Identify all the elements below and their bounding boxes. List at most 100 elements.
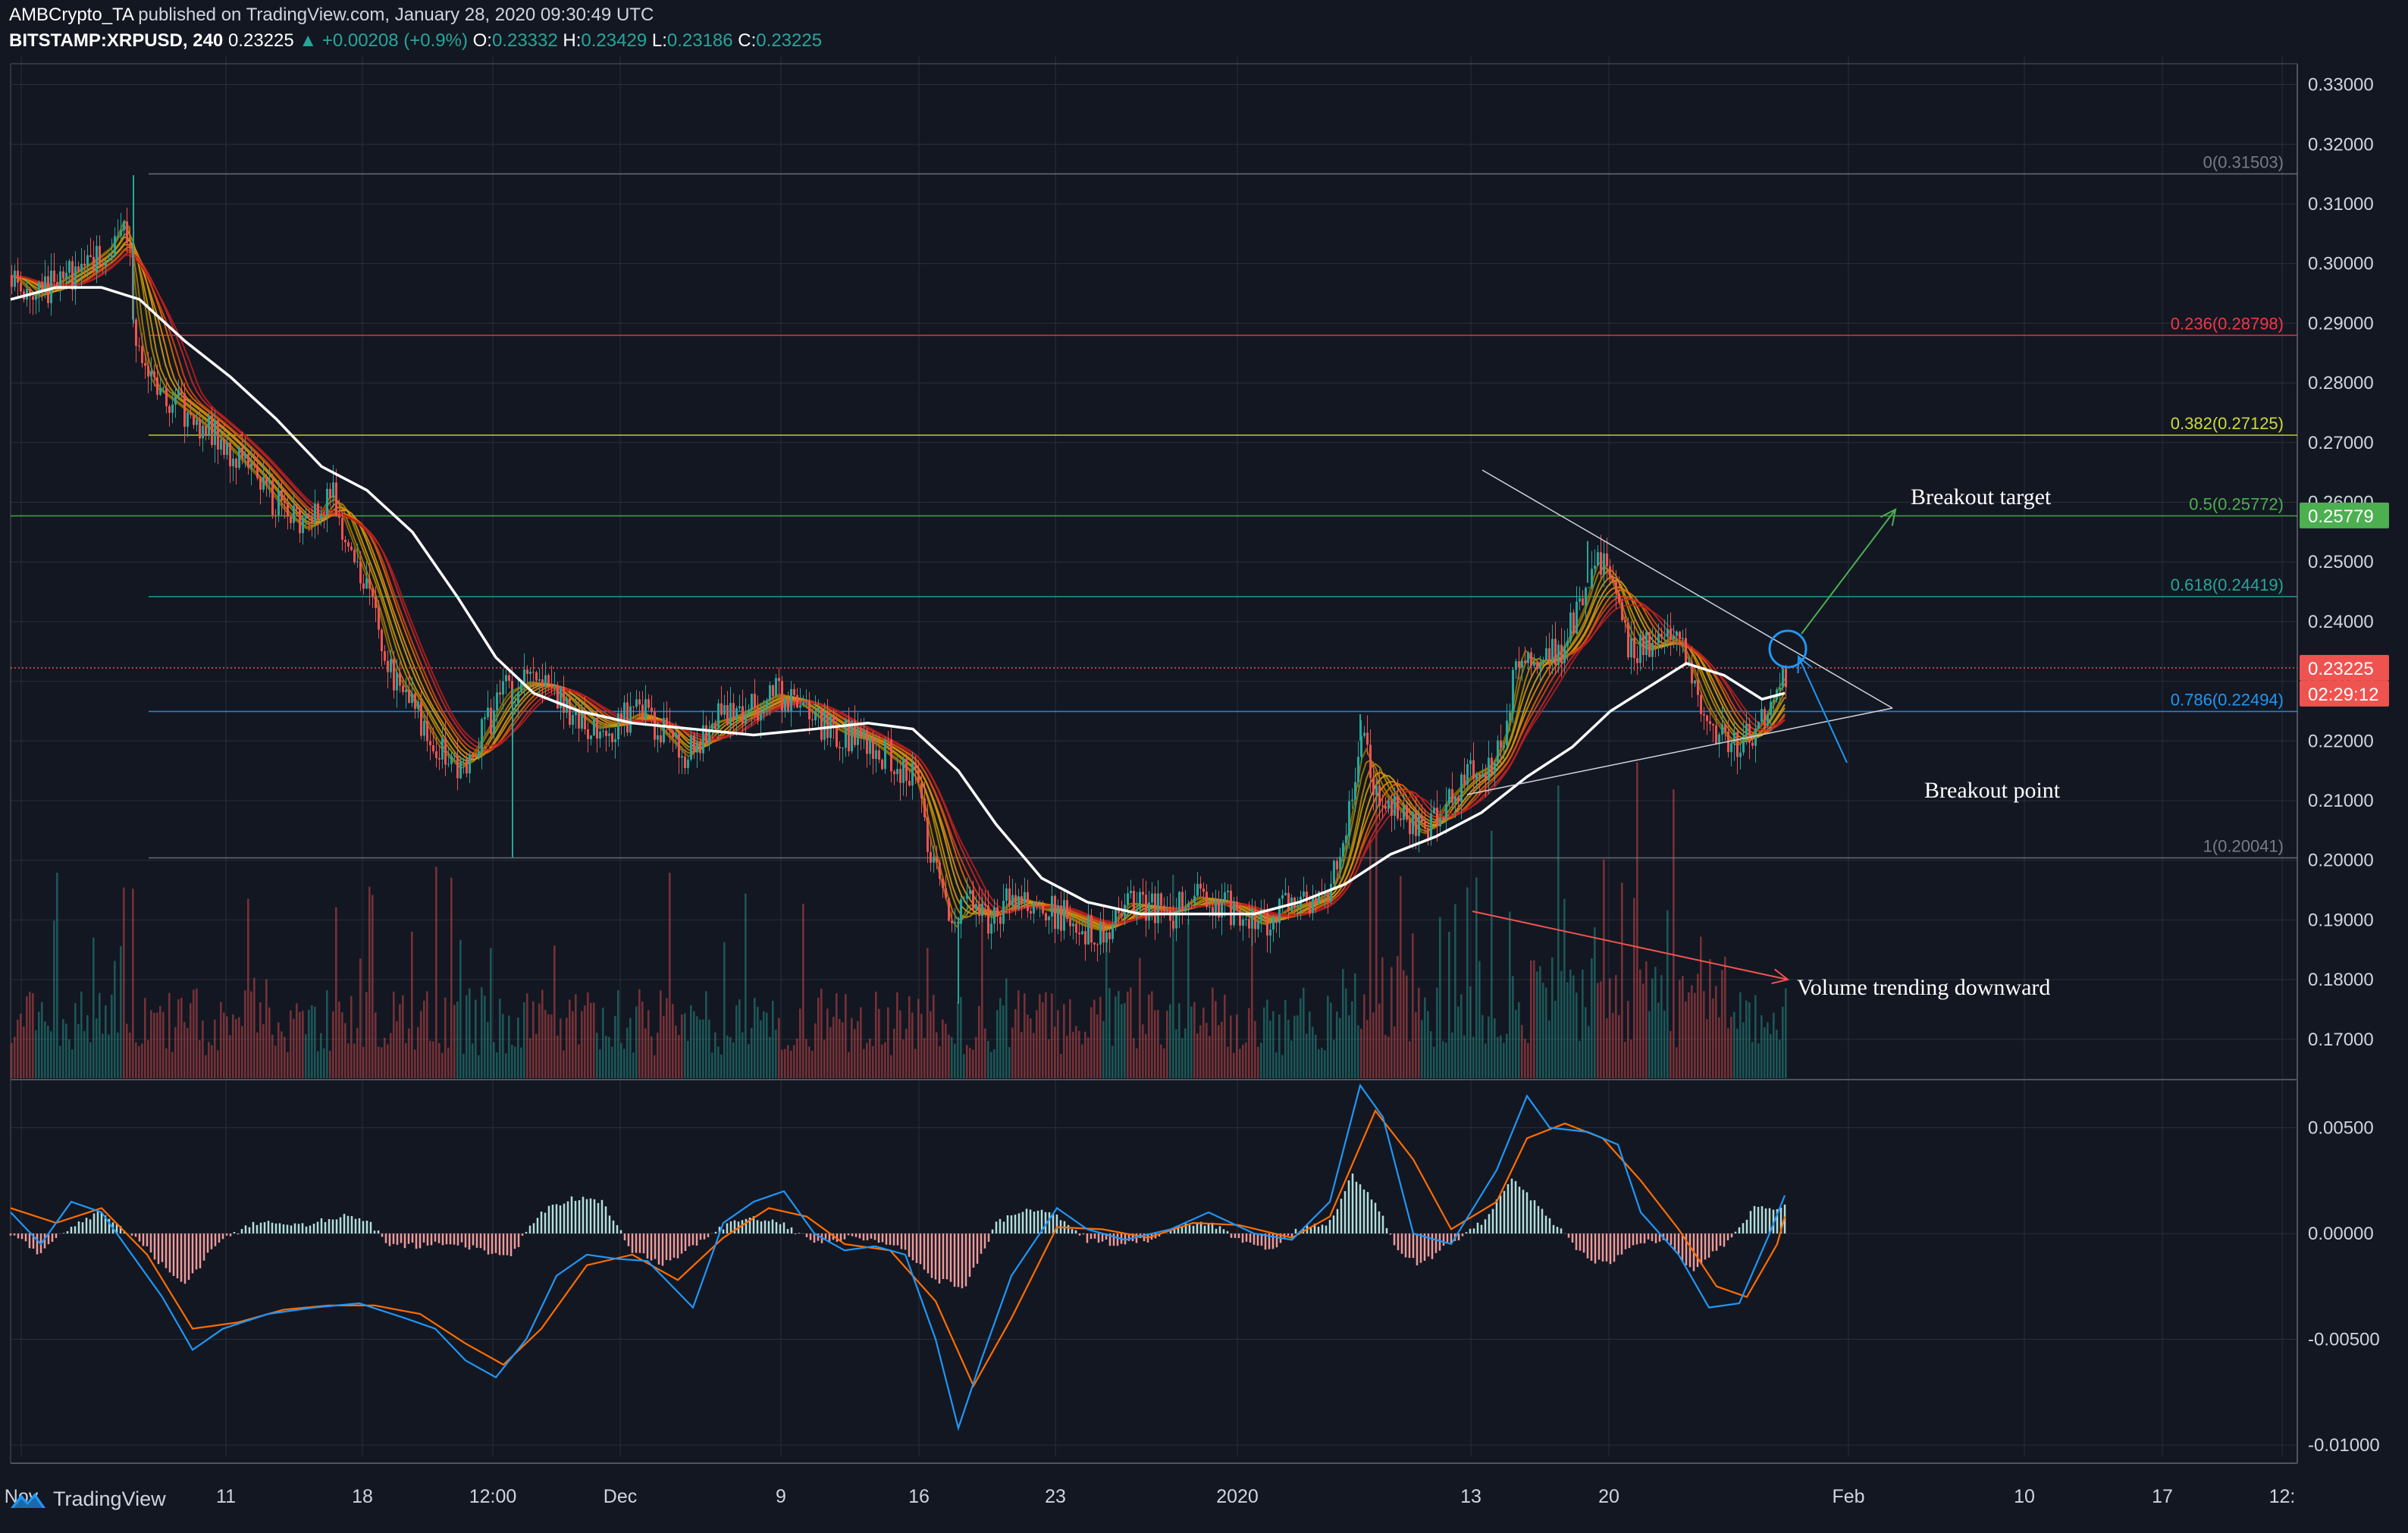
triangle-lower-line: [1466, 707, 1893, 795]
candle-body: [1478, 774, 1481, 778]
volume-bar: [1036, 1010, 1038, 1078]
candle-body: [77, 266, 80, 272]
candle-body: [453, 754, 456, 757]
candle-body: [1700, 694, 1702, 714]
breakout-point-arrow: [1797, 654, 1848, 763]
volume-bar: [1521, 1024, 1523, 1078]
volume-bar: [990, 1052, 992, 1078]
volume-bar: [699, 1019, 701, 1078]
volume-bar: [1178, 1003, 1180, 1078]
candle-body: [553, 685, 556, 687]
volume-bar: [1506, 1033, 1508, 1078]
candle-body: [317, 503, 319, 520]
candle-body: [111, 256, 113, 259]
candle-body: [1770, 701, 1772, 715]
candle-body: [92, 256, 95, 272]
volume-bar: [126, 1024, 128, 1078]
volume-bar: [1694, 992, 1696, 1078]
candle-body: [1542, 660, 1544, 664]
candle-body: [1397, 795, 1399, 819]
volume-bar: [80, 991, 83, 1078]
candle-body: [44, 276, 46, 293]
candle-body: [99, 246, 101, 265]
symbol-label[interactable]: BITSTAMP:XRPUSD, 240: [9, 30, 224, 51]
volume-bar: [1108, 988, 1111, 1078]
candle-body: [1509, 712, 1511, 721]
candle-body: [341, 517, 343, 540]
candle-body: [875, 750, 877, 760]
volume-bar: [1676, 1047, 1678, 1078]
volume-bar: [769, 1036, 771, 1078]
volume-bar: [53, 920, 55, 1078]
volume-bar: [1457, 1006, 1460, 1078]
candle-body: [323, 514, 325, 516]
candle-body: [1121, 913, 1123, 917]
fib-label: 0.5(0.25772): [2189, 494, 2284, 513]
candle-body: [1127, 893, 1129, 905]
volume-bar: [74, 1003, 77, 1078]
volume-bar: [402, 995, 404, 1078]
candle-body: [644, 699, 647, 719]
volume-bar: [32, 992, 34, 1078]
candle-body: [560, 686, 562, 709]
volume-bar: [590, 1002, 592, 1078]
volume-bar: [826, 1008, 829, 1078]
candle-body: [1151, 893, 1153, 903]
volume-bar: [702, 1019, 704, 1078]
volume-bar: [644, 1028, 647, 1078]
candle-body: [1221, 899, 1223, 918]
candle-body: [1706, 715, 1708, 722]
volume-bar: [475, 999, 477, 1078]
volume-bar: [490, 948, 492, 1078]
volume-bar: [271, 1034, 274, 1078]
candle-body: [781, 681, 783, 711]
tradingview-brand[interactable]: TradingView: [9, 1488, 166, 1511]
volume-bar: [165, 1048, 168, 1078]
volume-bar: [923, 1038, 926, 1078]
candle-body: [135, 319, 137, 346]
volume-bar: [1606, 1017, 1608, 1078]
volume-bar: [1442, 1041, 1444, 1078]
price-tick-label: 0.18000: [2308, 970, 2374, 990]
candle-body: [62, 271, 64, 279]
volume-bar: [1761, 1015, 1763, 1078]
volume-bar: [1463, 1035, 1466, 1078]
candle-body: [1057, 905, 1059, 930]
volume-bar: [1184, 1028, 1187, 1078]
volume-bar: [802, 904, 804, 1078]
candle-body: [1442, 817, 1444, 820]
volume-bar: [47, 1026, 49, 1078]
candle-body: [1366, 732, 1369, 745]
volume-bar: [353, 1043, 356, 1078]
candle-body: [738, 706, 741, 709]
volume-bar: [1691, 985, 1693, 1078]
candle-body: [584, 712, 586, 729]
fib-label: 0.236(0.28798): [2171, 314, 2284, 333]
candle-body: [814, 711, 817, 721]
price-tick-label: 0.29000: [2308, 313, 2374, 334]
open-value: 0.23332: [491, 30, 558, 51]
candle-body: [1048, 916, 1050, 920]
volume-bar: [811, 1050, 814, 1078]
volume-bar: [223, 1012, 225, 1078]
volume-bar: [511, 1045, 513, 1078]
candle-body: [1254, 909, 1256, 930]
fib-price-badge: 0.25779: [2300, 502, 2389, 528]
candle-body: [1024, 892, 1026, 904]
candle-body: [1072, 923, 1074, 926]
volume-bar: [466, 995, 468, 1078]
candle-body: [757, 707, 759, 721]
volume-bar: [459, 939, 462, 1078]
candle-body: [1212, 907, 1214, 917]
candle-body: [1075, 923, 1077, 933]
candle-body: [1354, 782, 1356, 800]
volume-bar: [1199, 1025, 1202, 1078]
candle-body: [1345, 835, 1347, 843]
publisher-name[interactable]: AMBCrypto_TA: [9, 5, 133, 25]
candle-body: [793, 688, 795, 695]
fib-price-badge-text: 0.25779: [2308, 506, 2374, 527]
candle-body: [908, 780, 911, 785]
annotation-breakout-target: Breakout target: [1911, 484, 2052, 509]
volume-bar: [657, 1033, 659, 1078]
